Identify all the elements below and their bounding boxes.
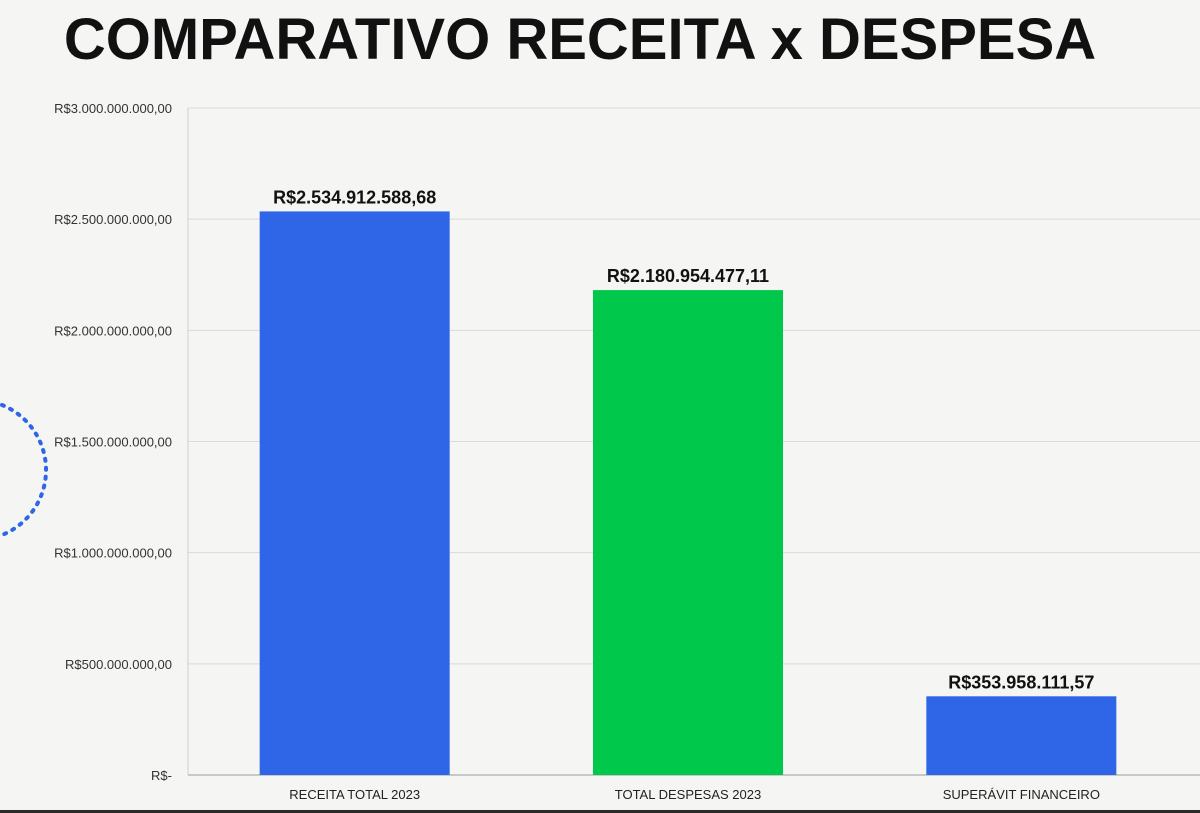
y-tick-label: R$3.000.000.000,00 bbox=[54, 101, 172, 116]
bars bbox=[259, 211, 1117, 776]
y-tick-label: R$500.000.000,00 bbox=[65, 657, 172, 672]
bar bbox=[259, 211, 450, 776]
y-tick-label: R$1.500.000.000,00 bbox=[54, 435, 172, 450]
category-labels: RECEITA TOTAL 2023 TOTAL DESPESAS 2023 SUP… bbox=[289, 787, 1100, 802]
y-axis-tick-labels: R$- R$500.000.000,00 R$1.000.000.000,00 R$1… bbox=[54, 101, 172, 783]
category-label: RECEITA TOTAL 2023 bbox=[289, 787, 420, 802]
bar bbox=[593, 290, 783, 775]
y-tick-label: R$2.000.000.000,00 bbox=[54, 323, 172, 338]
y-tick-label: R$1.000.000.000,00 bbox=[54, 546, 172, 561]
chart-title: COMPARATIVO RECEITA x DESPESA bbox=[63, 7, 1097, 72]
data-label: R$2.534.912.588,68 bbox=[273, 187, 436, 207]
dotted-circle-decoration bbox=[0, 403, 49, 537]
category-label: SUPERÁVIT FINANCEIRO bbox=[943, 787, 1100, 802]
y-tick-label: R$- bbox=[151, 768, 172, 783]
category-label: TOTAL DESPESAS 2023 bbox=[615, 787, 761, 802]
bar bbox=[926, 696, 1117, 775]
y-tick-label: R$2.500.000.000,00 bbox=[54, 212, 172, 227]
data-label: R$2.180.954.477,11 bbox=[607, 266, 769, 286]
bottom-border bbox=[0, 810, 1200, 813]
dotted-arc bbox=[0, 403, 49, 537]
data-labels: R$2.534.912.588,68 R$2.180.954.477,11 R$35… bbox=[273, 187, 1094, 692]
data-label: R$353.958.111,57 bbox=[948, 672, 1094, 692]
